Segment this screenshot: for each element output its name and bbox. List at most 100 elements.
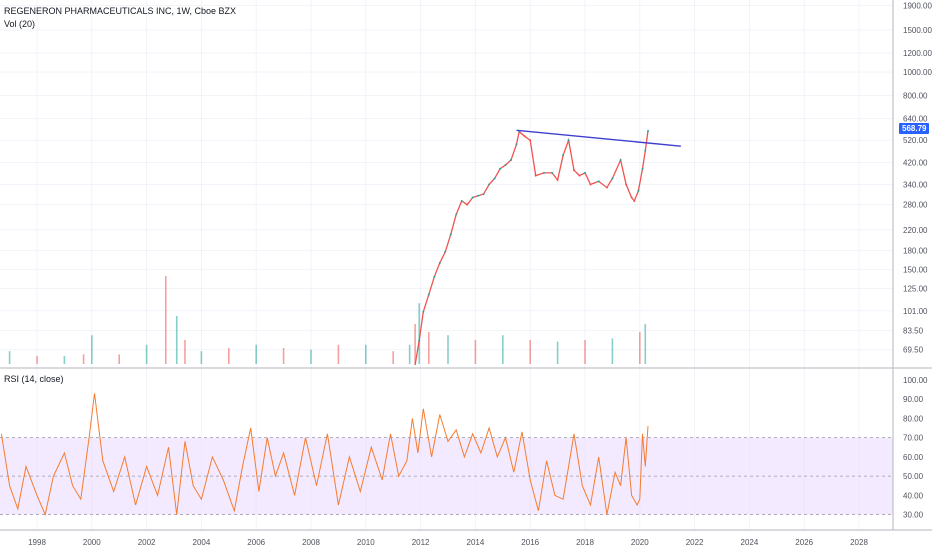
volume-bar [447, 335, 449, 364]
resistance-trendline [516, 129, 681, 147]
rsi-tick-label: 90.00 [903, 395, 924, 404]
price-tick-label: 640.00 [903, 115, 928, 124]
volume-bars [8, 276, 647, 364]
price-point [605, 186, 608, 189]
time-axis[interactable]: 1998 2000 2002 2004 2006 2008 2010 2012 2014 2016… [28, 538, 868, 547]
price-tick-label: 1900.00 [903, 1, 932, 10]
time-tick-label: 2006 [247, 538, 265, 547]
rsi-axis[interactable]: 100.00 90.00 80.00 70.00 60.00 50.00 40.00 30.0… [903, 376, 928, 520]
price-axis[interactable]: 1900.00 1500.00 1200.00 1000.00 800.00 640.00… [903, 1, 932, 354]
price-point [589, 183, 592, 186]
price-point [556, 178, 559, 181]
price-point [551, 171, 554, 174]
volume-bar [529, 340, 531, 364]
volume-bar [502, 335, 504, 364]
price-point [534, 174, 537, 177]
price-point [523, 135, 526, 138]
price-series[interactable] [414, 129, 650, 366]
price-point [466, 203, 469, 206]
price-point [637, 189, 640, 192]
rsi-legend[interactable]: RSI (14, close) [4, 374, 64, 384]
price-tick-label: 180.00 [903, 247, 928, 256]
price-point [562, 154, 565, 157]
price-point [477, 194, 480, 197]
volume-bar [175, 316, 178, 364]
price-tick-label: 1200.00 [903, 49, 932, 58]
price-point [630, 196, 633, 199]
price-point [488, 183, 491, 186]
rsi-overbought-oversold-band [0, 437, 893, 515]
price-point [422, 310, 425, 313]
volume-bar [639, 332, 641, 364]
price-point [455, 213, 458, 216]
rsi-tick-label: 40.00 [903, 491, 924, 500]
price-point [515, 143, 518, 146]
price-point [584, 171, 586, 174]
symbol-title[interactable]: REGENERON PHARMACEUTICALS INC, 1W, Cboe … [4, 6, 237, 16]
volume-bar [118, 354, 120, 364]
axes-layer [0, 0, 932, 531]
volume-bar [310, 349, 312, 364]
price-point [633, 200, 636, 203]
price-point [573, 169, 576, 172]
volume-bar [584, 340, 586, 364]
volume-bar [228, 348, 230, 364]
time-tick-label: 2024 [741, 538, 759, 547]
volume-bar [282, 348, 285, 364]
volume-bar [474, 340, 477, 364]
time-tick-label: 1998 [28, 538, 46, 547]
price-point [493, 177, 496, 180]
price-point [433, 275, 436, 278]
price-point [444, 250, 447, 253]
time-tick-label: 2002 [138, 538, 156, 547]
volume-bar [337, 344, 340, 364]
volume-bar [418, 303, 421, 364]
price-tick-label: 800.00 [903, 91, 928, 100]
price-tick-label: 280.00 [903, 201, 928, 210]
price-point [619, 158, 622, 161]
time-tick-label: 2008 [302, 538, 320, 547]
time-tick-label: 2026 [795, 538, 813, 547]
volume-legend[interactable]: Vol (20) [4, 19, 36, 29]
time-tick-label: 2022 [686, 538, 704, 547]
price-point [504, 163, 507, 166]
volume-bar [145, 344, 148, 364]
price-tick-label: 420.00 [903, 158, 928, 167]
price-point [438, 261, 441, 264]
price-point [499, 167, 502, 170]
price-tick-label: 220.00 [903, 226, 928, 235]
price-tick-label: 340.00 [903, 180, 928, 189]
rsi-tick-label: 80.00 [903, 414, 924, 423]
price-tick-label: 1500.00 [903, 26, 932, 35]
volume-bar [200, 351, 203, 364]
time-tick-label: 2010 [357, 538, 375, 547]
rsi-series [0, 393, 649, 517]
rsi-tick-label: 100.00 [903, 376, 928, 385]
price-tick-label: 520.00 [903, 136, 928, 145]
price-point [482, 193, 485, 196]
rsi-tick-label: 30.00 [903, 511, 924, 520]
price-point [578, 174, 581, 177]
price-point [471, 196, 474, 199]
price-point [597, 180, 600, 183]
time-tick-label: 2004 [193, 538, 211, 547]
price-tick-label: 83.50 [903, 327, 924, 336]
volume-bar [82, 354, 85, 364]
trendline[interactable] [516, 129, 681, 147]
price-point [542, 171, 545, 174]
volume-bar [63, 356, 66, 364]
price-point [510, 158, 513, 161]
time-tick-label: 2016 [521, 538, 539, 547]
rsi-line [0, 393, 649, 517]
time-tick-label: 2018 [576, 538, 594, 547]
volume-bar [408, 344, 411, 364]
price-point [641, 167, 644, 170]
volume-bar [392, 351, 394, 364]
price-point [644, 149, 647, 152]
volume-bar [611, 338, 614, 364]
price-point [647, 129, 650, 132]
volume-bar [36, 356, 38, 364]
time-tick-label: 2012 [412, 538, 430, 547]
time-tick-label: 2020 [631, 538, 649, 547]
